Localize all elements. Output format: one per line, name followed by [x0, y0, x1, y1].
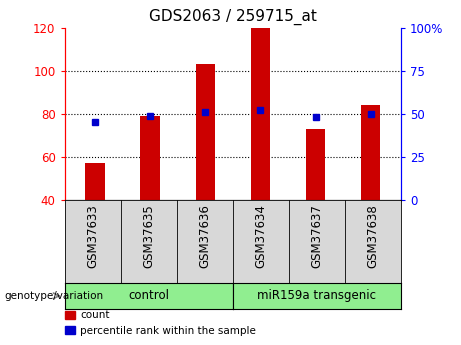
Bar	[141, 116, 160, 200]
Text: GSM37635: GSM37635	[142, 204, 155, 268]
Legend: count, percentile rank within the sample: count, percentile rank within the sample	[60, 306, 260, 340]
Bar	[251, 28, 270, 200]
Title: GDS2063 / 259715_at: GDS2063 / 259715_at	[149, 9, 317, 25]
Bar	[85, 164, 105, 200]
Bar	[306, 129, 325, 200]
Text: GSM37636: GSM37636	[198, 204, 211, 268]
Text: GSM37638: GSM37638	[366, 204, 379, 268]
Bar	[361, 105, 380, 200]
Text: miR159a transgenic: miR159a transgenic	[257, 289, 377, 302]
Text: control: control	[128, 289, 169, 302]
Text: genotype/variation: genotype/variation	[5, 291, 104, 301]
Text: GSM37637: GSM37637	[310, 204, 324, 268]
Text: GSM37633: GSM37633	[86, 204, 99, 268]
Bar	[195, 64, 215, 200]
Text: GSM37634: GSM37634	[254, 204, 267, 268]
